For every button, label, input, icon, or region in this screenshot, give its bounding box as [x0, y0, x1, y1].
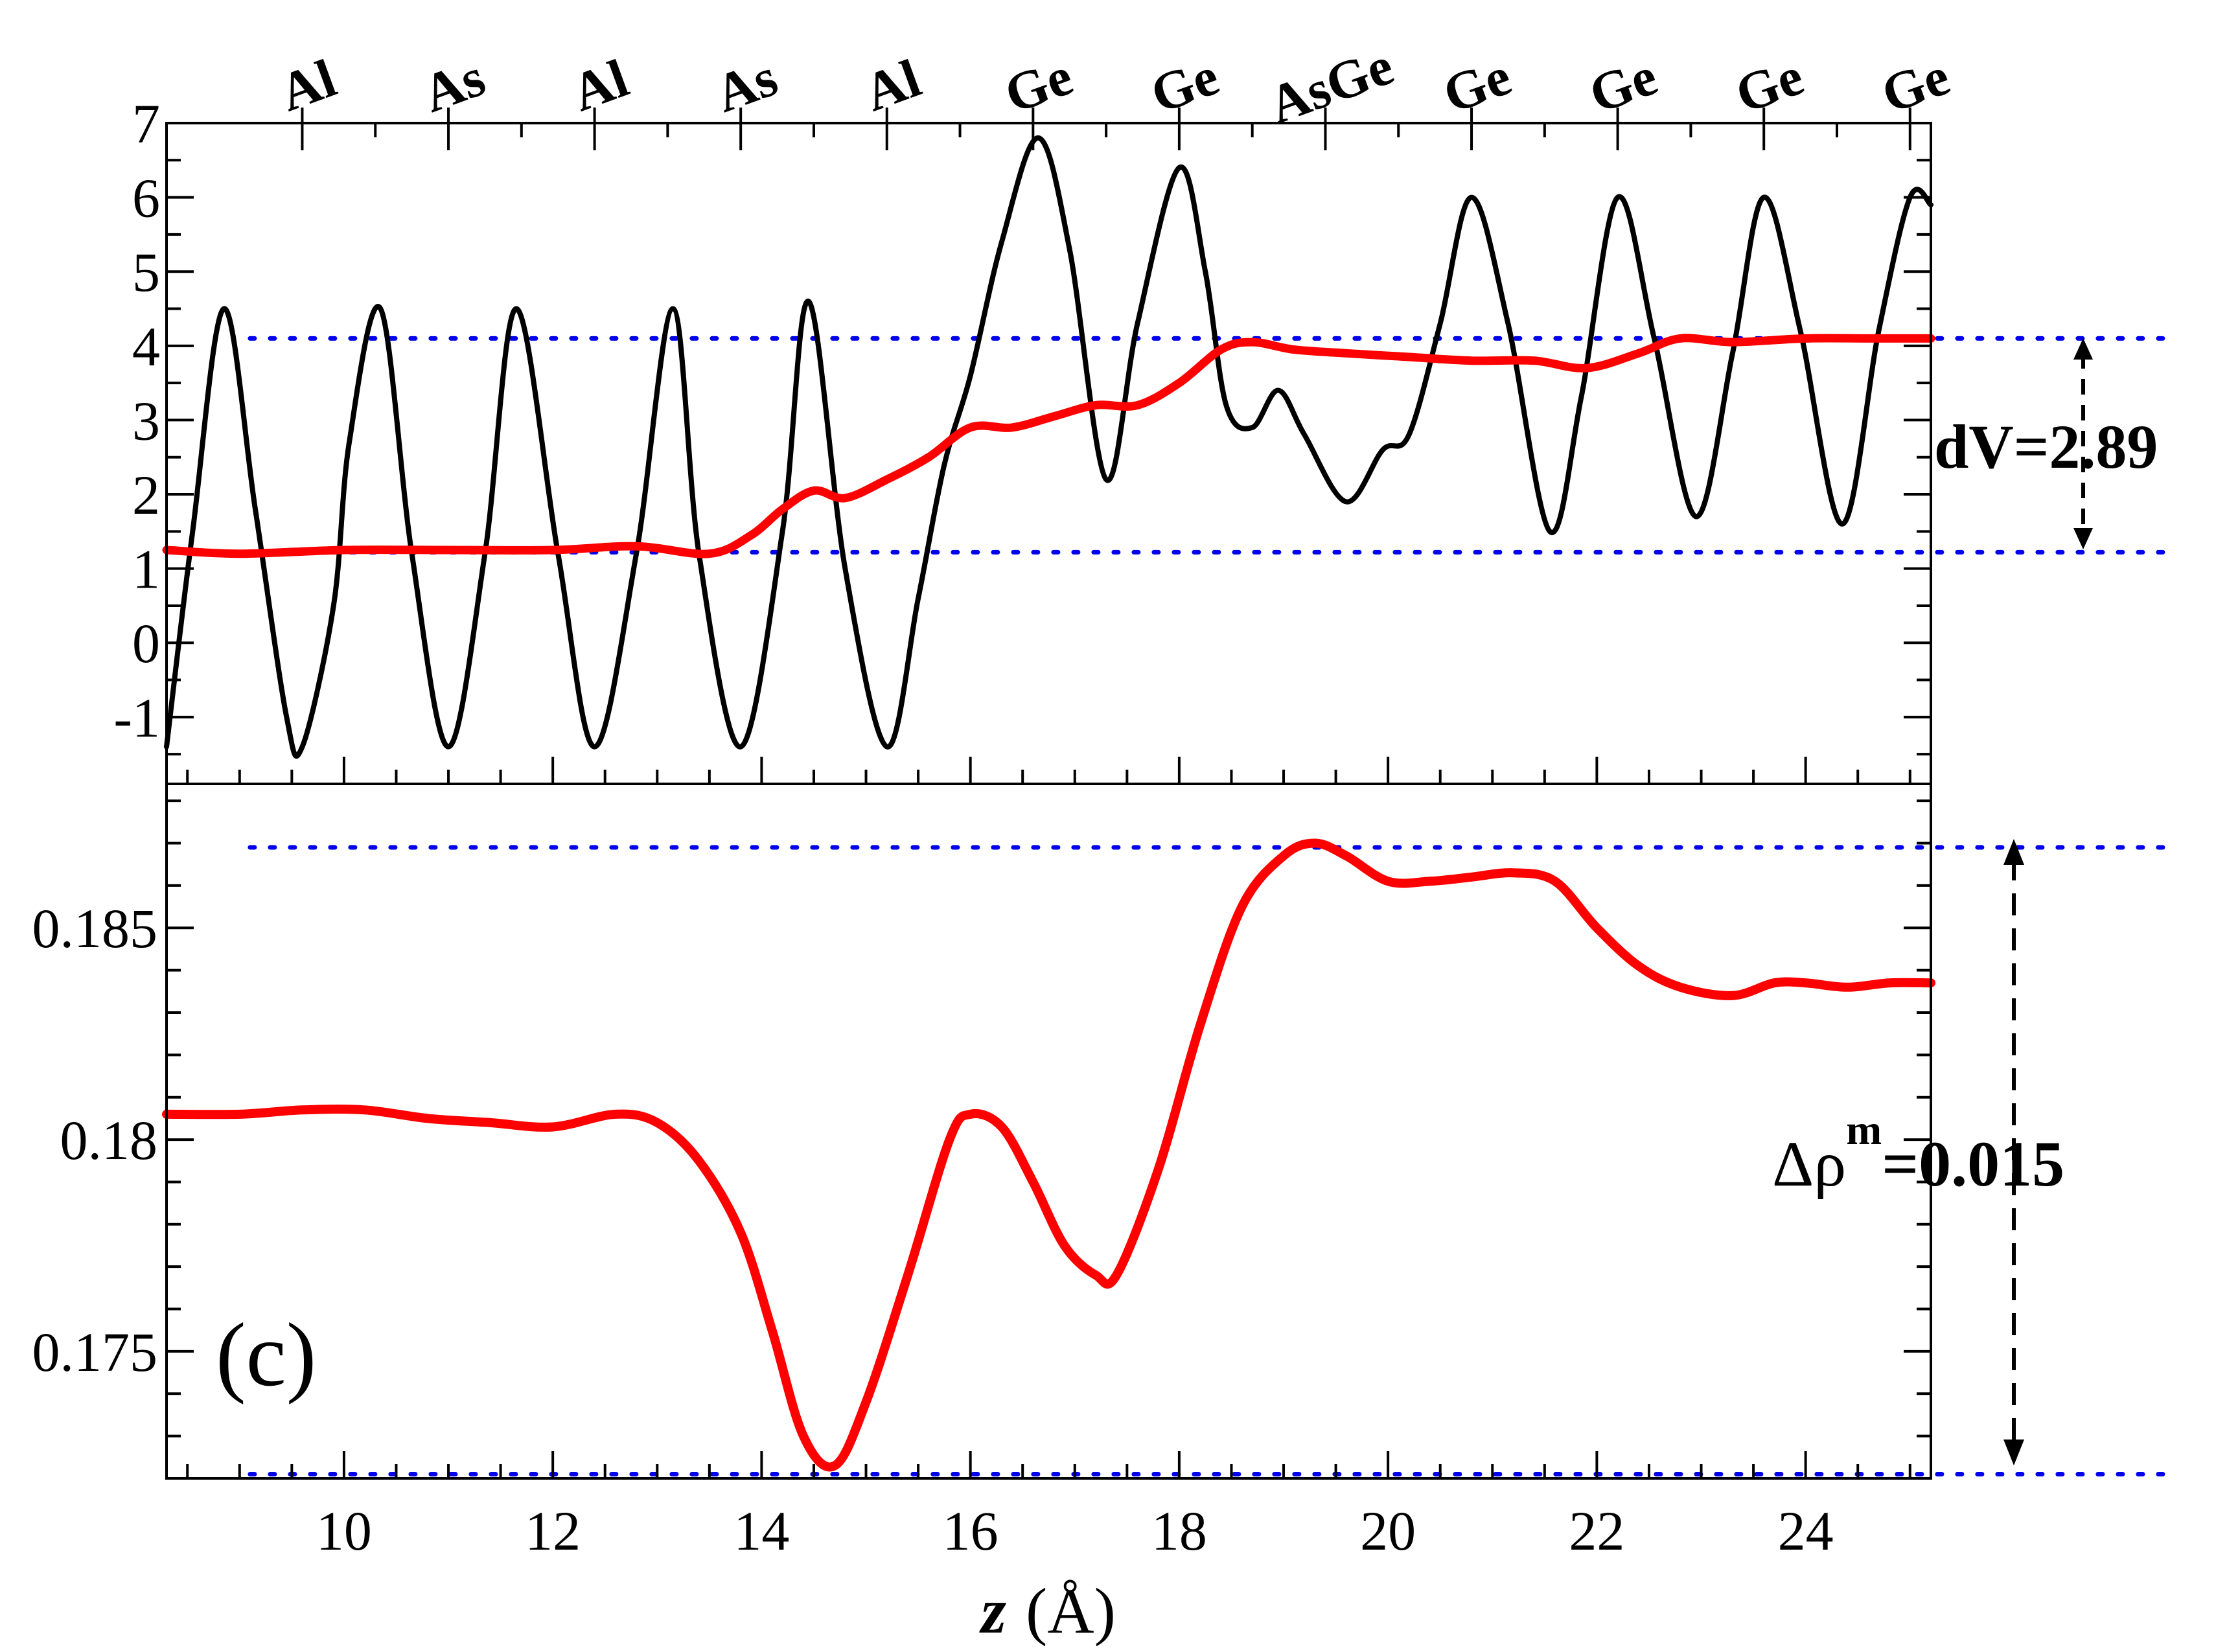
delta-rho-arrow-head-up	[2003, 839, 2024, 865]
x-tick-label: 16	[943, 1500, 998, 1562]
x-tick-label: 10	[316, 1500, 372, 1562]
x-tick-label: 24	[1778, 1500, 1834, 1562]
x-axis-label-variable: z	[979, 1575, 1006, 1647]
x-tick-label: 22	[1569, 1500, 1624, 1562]
top-ytick-label: -1	[113, 687, 160, 749]
dv-arrow-head-up	[2073, 338, 2093, 360]
x-tick-labels: 10 12 14 16 18 20 22 24	[316, 1500, 1834, 1562]
delta-rho-superscript: m	[1846, 1107, 1882, 1154]
bottom-series-group	[162, 838, 1935, 1472]
dv-arrow-head-down	[2073, 528, 2093, 549]
top-ytick-labels: -1 0 1 2 3 4 5 6 7	[113, 93, 160, 749]
top-ticks	[167, 108, 1931, 756]
bottom-ytick-labels: 0.175 0.18 0.185	[32, 897, 158, 1383]
x-tick-label: 20	[1360, 1500, 1416, 1562]
top-ytick-label: 1	[132, 538, 160, 601]
bottom-ytick-label: 0.18	[60, 1109, 158, 1171]
bottom-reference-lines	[248, 845, 2170, 1476]
bottom-ytick-label: 0.185	[32, 897, 158, 959]
bottom-ticks	[167, 757, 1931, 1478]
top-ytick-label: 4	[132, 315, 160, 378]
top-ytick-label: 6	[132, 167, 160, 229]
panel-label: (c)	[216, 1305, 316, 1405]
x-tick-label: 18	[1151, 1500, 1207, 1562]
x-axis-label-unit: (Å)	[1026, 1575, 1116, 1647]
bottom-ytick-label: 0.175	[32, 1321, 158, 1383]
x-tick-label: 12	[525, 1500, 581, 1562]
bottom-series-0	[162, 838, 1935, 1472]
dv-annotation: dV=2.89	[1934, 412, 2158, 481]
delta-rho-arrow	[2003, 839, 2024, 1465]
x-tick-label: 14	[733, 1500, 789, 1562]
top-ytick-label: 7	[132, 93, 160, 155]
bottom-panel: 0.175 0.18 0.185 10 12 14 16 18 20 22 24 Δρm=0.01…	[32, 757, 2170, 1647]
top-series-1	[162, 334, 1935, 558]
dv-arrow	[2073, 338, 2093, 549]
delta-rho-arrow-head-down	[2003, 1440, 2024, 1465]
delta-rho-symbol: Δρ	[1772, 1128, 1846, 1200]
top-series-group	[162, 135, 1935, 759]
top-series-0	[164, 135, 1933, 759]
bottom-plot-frame	[165, 783, 1932, 1480]
top-ytick-label: 3	[132, 389, 160, 452]
delta-rho-annotation: Δρm=0.015	[1772, 1107, 2064, 1200]
top-ytick-label: 5	[132, 241, 160, 303]
x-axis-label: z (Å)	[979, 1575, 1116, 1647]
top-ytick-label: 2	[132, 464, 160, 526]
delta-rho-value: =0.015	[1882, 1128, 2064, 1200]
top-ytick-label: 0	[132, 612, 160, 674]
